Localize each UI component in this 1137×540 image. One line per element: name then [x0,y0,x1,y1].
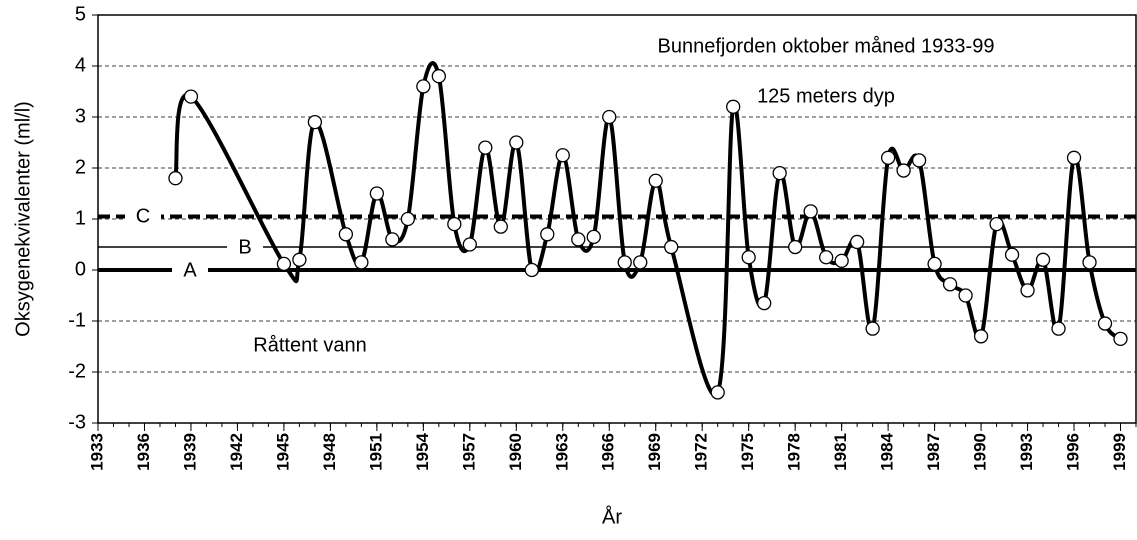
x-tick-label: 1939 [180,433,199,471]
data-point [338,227,354,242]
reference-label-bg [125,205,161,228]
data-point [385,232,400,247]
x-tick-label: 1942 [227,433,246,471]
data-point [865,321,880,336]
data-point [818,250,834,265]
x-tick-label: 1993 [1017,433,1036,471]
x-tick-label: 1966 [599,433,618,471]
data-point [447,216,462,232]
data-point [927,256,942,272]
data-point [478,140,493,155]
x-tick-label: 1960 [506,433,525,471]
data-point [540,227,555,242]
data-point [803,204,818,219]
reference-label: B [238,236,251,258]
data-point [292,252,307,267]
data-point [958,288,973,303]
data-point [524,262,539,278]
data-point [555,148,570,163]
reference-label: A [183,259,197,281]
x-tick-label: 1963 [552,433,571,471]
reference-label-bg [227,236,263,259]
annotation: Råttent vann [253,334,366,356]
x-tick-label: 1990 [971,433,990,471]
data-point [307,114,323,130]
y-tick-label: -1 [68,309,86,331]
x-tick-label: 1936 [134,433,153,471]
data-point [911,153,927,168]
data-point [942,277,958,292]
y-tick-label: 5 [75,3,86,25]
data-point [183,89,199,104]
data-point [772,165,787,181]
annotation: Bunnefjorden oktober måned 1933-99 [658,35,995,57]
data-point [493,219,508,234]
data-point [648,173,663,188]
x-tick-label: 1948 [320,433,339,471]
data-point [757,295,772,311]
data-point [1020,283,1035,298]
y-tick-label: 4 [75,54,86,76]
x-tick-label: 1957 [459,433,478,471]
data-point [849,234,865,250]
x-tick-label: 1984 [878,432,897,470]
data-point [571,232,586,247]
data-point [896,163,911,178]
data-point [880,150,896,165]
data-point [1082,255,1097,270]
data-point [617,255,632,270]
x-tick-label: 1969 [645,433,664,471]
data-point [726,99,741,114]
x-tick-label: 1972 [692,433,711,471]
data-point [276,256,292,272]
data-point [834,253,849,268]
x-tick-label: 1954 [413,432,432,470]
data-point [1066,150,1082,165]
y-tick-label: 1 [75,207,86,229]
data-point [354,255,369,270]
y-tick-label: -2 [68,360,86,382]
data-point [400,211,416,227]
data-point [1097,316,1113,331]
data-point [788,239,803,255]
x-tick-label: 1996 [1064,433,1083,471]
reference-label-bg [172,259,208,281]
x-tick-label: 1945 [273,433,292,471]
y-tick-label: 2 [75,156,86,178]
y-tick-label: -3 [68,411,86,433]
data-point [1051,321,1066,336]
x-tick-label: 1933 [87,433,106,471]
plot-frame [97,14,1137,424]
data-point [168,171,183,186]
x-tick-label: 1978 [785,433,804,471]
data-point [1113,331,1128,347]
y-tick-label: 3 [75,105,86,127]
data-point [664,239,679,255]
x-tick-label: 1999 [1110,433,1129,471]
data-point [741,250,756,265]
reference-label: C [136,206,150,228]
y-axis-label: Oksygenekvivalenter (ml/l) [12,101,34,337]
data-point [416,79,431,94]
data-point [602,109,617,125]
data-point [1035,252,1051,267]
data-point [710,385,725,400]
x-axis-label: År [602,505,622,528]
x-tick-label: 1987 [924,433,943,471]
data-point [989,216,1004,232]
data-point [633,255,648,270]
y-tick-label: 0 [75,258,86,280]
data-point [369,186,385,201]
data-point [509,135,524,150]
data-point [431,69,446,84]
x-tick-label: 1981 [831,433,850,471]
annotation: 125 meters dyp [757,85,895,107]
data-point [1004,247,1020,262]
x-tick-label: 1951 [366,433,385,471]
data-point [586,229,601,245]
x-tick-label: 1975 [738,433,757,471]
data-point [462,237,477,252]
data-point [973,329,989,344]
